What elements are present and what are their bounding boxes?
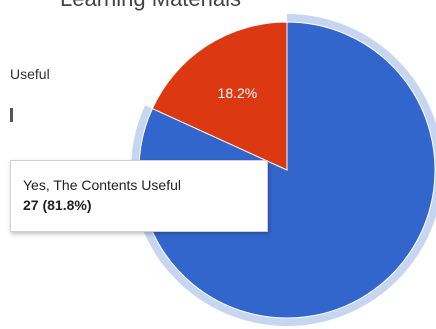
pie-slice-2[interactable] bbox=[151, 21, 288, 171]
pie-slice-label-2: 18.2% bbox=[218, 85, 258, 101]
legend-marker bbox=[10, 108, 13, 122]
tooltip-label: Yes, The Contents Useful bbox=[23, 177, 181, 193]
legend-item-label[interactable]: Useful bbox=[10, 66, 50, 82]
chart-title: Learning Materials bbox=[60, 0, 241, 12]
tooltip-value: 27 (81.8%) bbox=[23, 197, 92, 213]
tooltip: Yes, The Contents Useful 27 (81.8%) bbox=[10, 160, 268, 232]
